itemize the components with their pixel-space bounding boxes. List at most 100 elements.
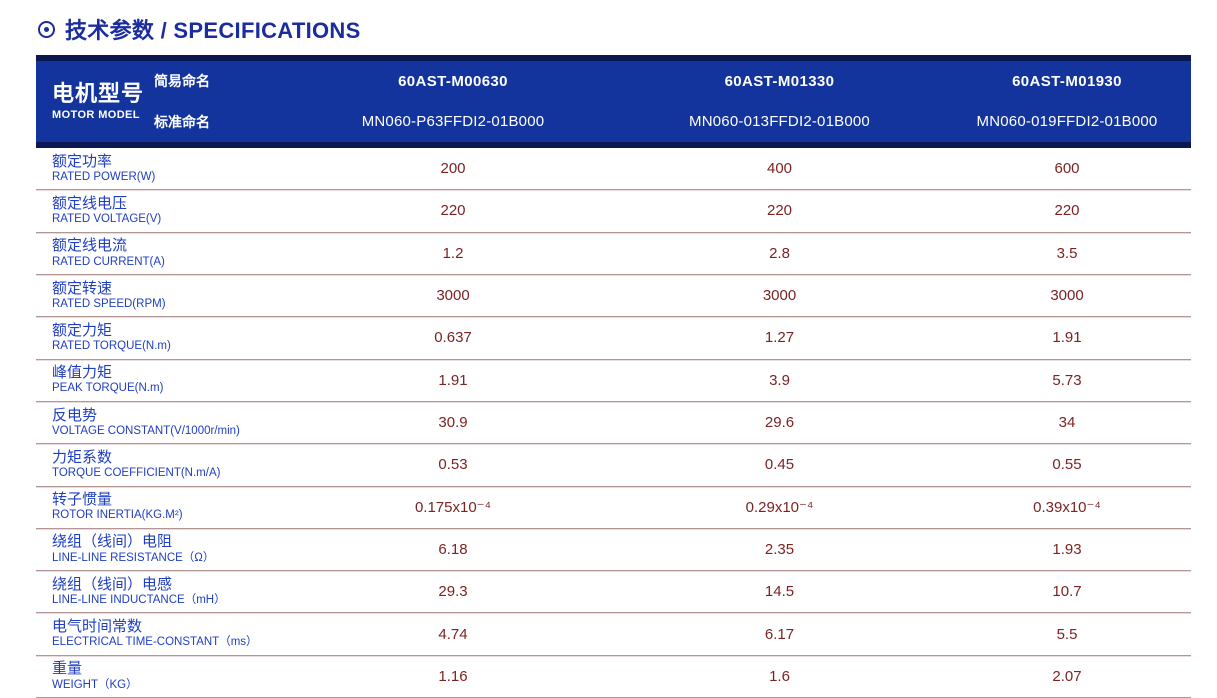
table-row-rated-current: 额定线电流 RATED CURRENT(A) 1.2 2.8 3.5 xyxy=(36,233,1191,275)
table-row-rated-voltage: 额定线电压 RATED VOLTAGE(V) 220 220 220 xyxy=(36,190,1191,233)
spec-label-en: RATED SPEED(RPM) xyxy=(52,297,166,310)
spec-value: 6.18 xyxy=(438,540,468,558)
spec-value: 2.07 xyxy=(1052,667,1082,685)
table-row-rotor-inertia: 转子惯量 ROTOR INERTIA(KG.M²) 0.175x10⁻⁴ 0.2… xyxy=(36,487,1191,529)
spec-value: 6.17 xyxy=(764,625,795,643)
spec-value: 10.7 xyxy=(1052,583,1082,601)
spec-value: 5.5 xyxy=(1056,625,1078,643)
spec-label-cn: 重量 xyxy=(52,660,83,678)
section-title: 技术参数 / SPECIFICATIONS xyxy=(38,13,361,45)
table-body: 额定功率 RATED POWER(W) 200 400 600 额定线电压 RA… xyxy=(36,148,1191,698)
spec-label-cell: 绕组（线间）电感 LINE-LINE INDUCTANCE（mH） xyxy=(36,571,290,612)
spec-label-cn: 绕组（线间）电阻 xyxy=(52,533,173,551)
spec-value: 220 xyxy=(440,202,466,220)
spec-label-cell: 额定力矩 RATED TORQUE(N.m) xyxy=(36,317,290,358)
spec-label-cell: 绕组（线间）电阻 LINE-LINE RESISTANCE（Ω） xyxy=(36,529,290,570)
spec-label-cn: 额定功率 xyxy=(52,152,113,170)
spec-label-cn: 反电势 xyxy=(52,406,98,424)
motor-model-label-cn: 电机型号 xyxy=(52,81,145,107)
spec-label-cn: 转子惯量 xyxy=(52,491,113,509)
model-name: 60AST-M00630 xyxy=(398,72,508,90)
spec-label-en: PEAK TORQUE(N.m) xyxy=(52,382,164,395)
standard-name: MN060-P63FFDI2-01B000 xyxy=(361,113,545,131)
model-columns: 60AST-M00630 60AST-M01330 60AST-M01930 M… xyxy=(290,61,1191,142)
spec-value: 220 xyxy=(1054,202,1080,220)
spec-label-en: ROTOR INERTIA(KG.M²) xyxy=(52,509,183,522)
spec-label-cell: 力矩系数 TORQUE COEFFICIENT(N.m/A) xyxy=(36,444,290,485)
spec-value: 4.74 xyxy=(438,625,468,643)
spec-value: 3000 xyxy=(762,287,797,305)
standard-name: MN060-019FFDI2-01B000 xyxy=(976,113,1158,131)
spec-value: 2.8 xyxy=(769,244,790,262)
spec-value: 34 xyxy=(1058,414,1076,432)
spec-label-en: RATED POWER(W) xyxy=(52,170,156,183)
spec-value: 3000 xyxy=(1050,287,1084,305)
naming-labels-cell: 简易命名 标准命名 xyxy=(154,61,290,142)
spec-label-cell: 反电势 VOLTAGE CONSTANT(V/1000r/min) xyxy=(36,402,290,443)
standard-name: MN060-013FFDI2-01B000 xyxy=(689,113,870,131)
model-name: 60AST-M01930 xyxy=(1012,72,1122,90)
spec-value: 0.55 xyxy=(1052,456,1082,474)
spec-value: 600 xyxy=(1054,160,1080,178)
spec-label-cn: 额定线电流 xyxy=(52,237,128,255)
specifications-table: 电机型号 MOTOR MODEL 简易命名 标准命名 60AST-M00630 … xyxy=(36,55,1191,698)
table-row-electrical-time-constant: 电气时间常数 ELECTRICAL TIME-CONSTANT（ms） 4.74… xyxy=(36,613,1191,656)
spec-label-cell: 额定线电压 RATED VOLTAGE(V) xyxy=(36,190,290,231)
simple-name-row: 60AST-M00630 60AST-M01330 60AST-M01930 xyxy=(290,61,1191,102)
spec-value: 2.35 xyxy=(764,540,795,558)
spec-label-en: RATED TORQUE(N.m) xyxy=(52,340,171,353)
spec-value: 1.6 xyxy=(769,667,790,685)
table-row-torque-coefficient: 力矩系数 TORQUE COEFFICIENT(N.m/A) 0.53 0.45… xyxy=(36,444,1191,487)
table-row-rated-speed: 额定转速 RATED SPEED(RPM) 3000 3000 3000 xyxy=(36,275,1191,318)
spec-value: 1.91 xyxy=(1052,329,1082,347)
spec-label-cell: 额定功率 RATED POWER(W) xyxy=(36,148,290,189)
table-row-weight: 重量 WEIGHT（KG） 1.16 1.6 2.07 xyxy=(36,656,1191,698)
spec-value: 5.73 xyxy=(1052,371,1082,389)
spec-label-cn: 额定力矩 xyxy=(52,321,113,339)
spec-label-cell: 转子惯量 ROTOR INERTIA(KG.M²) xyxy=(36,487,290,528)
spec-value: 0.175x10⁻⁴ xyxy=(414,499,492,517)
spec-label-cn: 额定转速 xyxy=(52,279,113,297)
table-header: 电机型号 MOTOR MODEL 简易命名 标准命名 60AST-M00630 … xyxy=(36,55,1191,148)
motor-model-header-cell: 电机型号 MOTOR MODEL xyxy=(36,61,154,142)
standard-name-row: MN060-P63FFDI2-01B000 MN060-013FFDI2-01B… xyxy=(290,102,1191,143)
spec-value: 30.9 xyxy=(438,414,468,432)
spec-label-en: RATED VOLTAGE(V) xyxy=(52,213,162,226)
spec-value: 220 xyxy=(766,202,793,220)
table-row-line-resistance: 绕组（线间）电阻 LINE-LINE RESISTANCE（Ω） 6.18 2.… xyxy=(36,529,1191,572)
spec-value: 29.6 xyxy=(764,414,795,432)
spec-label-cn: 峰值力矩 xyxy=(52,364,113,382)
spec-value: 29.3 xyxy=(438,583,468,601)
simple-name-label: 简易命名 xyxy=(154,73,210,90)
spec-label-en: LINE-LINE RESISTANCE（Ω） xyxy=(52,551,215,564)
spec-value: 3.9 xyxy=(769,371,790,389)
spec-label-en: TORQUE COEFFICIENT(N.m/A) xyxy=(52,467,221,480)
spec-value: 3.5 xyxy=(1056,244,1078,262)
spec-label-en: RATED CURRENT(A) xyxy=(52,255,165,268)
table-row-peak-torque: 峰值力矩 PEAK TORQUE(N.m) 1.91 3.9 5.73 xyxy=(36,360,1191,402)
spec-label-cell: 电气时间常数 ELECTRICAL TIME-CONSTANT（ms） xyxy=(36,613,290,654)
spec-value: 1.27 xyxy=(764,329,795,347)
spec-label-en: VOLTAGE CONSTANT(V/1000r/min) xyxy=(52,424,240,437)
spec-value: 14.5 xyxy=(764,583,795,601)
spec-value: 0.53 xyxy=(438,456,468,474)
spec-label-cn: 额定线电压 xyxy=(52,194,128,212)
spec-value: 1.91 xyxy=(438,371,468,389)
spec-label-cn: 力矩系数 xyxy=(52,448,113,466)
spec-label-cell: 重量 WEIGHT（KG） xyxy=(36,656,290,697)
bullseye-icon xyxy=(38,20,55,38)
table-row-voltage-constant: 反电势 VOLTAGE CONSTANT(V/1000r/min) 30.9 2… xyxy=(36,402,1191,445)
motor-model-label-en: MOTOR MODEL xyxy=(52,108,140,121)
spec-value: 0.39x10⁻⁴ xyxy=(1033,499,1101,517)
spec-label-en: WEIGHT（KG） xyxy=(52,678,138,691)
spec-value: 0.637 xyxy=(434,329,472,347)
spec-label-cell: 峰值力矩 PEAK TORQUE(N.m) xyxy=(36,360,290,401)
spec-value: 1.16 xyxy=(438,667,468,685)
spec-label-cell: 额定转速 RATED SPEED(RPM) xyxy=(36,275,290,316)
spec-label-en: LINE-LINE INDUCTANCE（mH） xyxy=(52,594,226,606)
spec-value: 400 xyxy=(766,160,793,178)
spec-label-cell: 额定线电流 RATED CURRENT(A) xyxy=(36,233,290,274)
standard-name-label: 标准命名 xyxy=(154,113,210,130)
table-row-rated-power: 额定功率 RATED POWER(W) 200 400 600 xyxy=(36,148,1191,191)
